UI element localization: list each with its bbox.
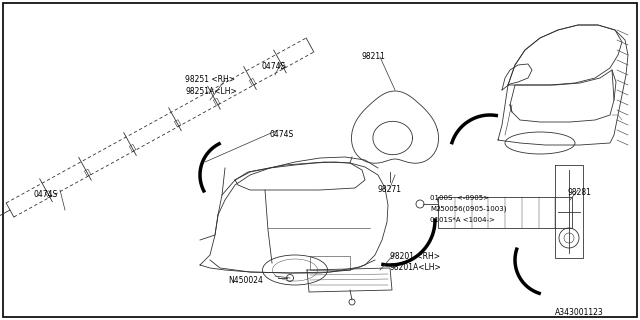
Bar: [84, 169, 91, 176]
Text: 0101S*A <1004->: 0101S*A <1004->: [430, 217, 495, 223]
Text: 98201A<LH>: 98201A<LH>: [390, 263, 442, 272]
Text: 98211: 98211: [362, 52, 386, 61]
Bar: [310, 256, 350, 270]
Text: 98281: 98281: [568, 188, 592, 197]
Text: 0474S: 0474S: [270, 130, 294, 139]
Bar: [250, 78, 256, 86]
Text: 98201 <RH>: 98201 <RH>: [390, 252, 440, 261]
Bar: [280, 62, 286, 69]
Text: 98251A<LH>: 98251A<LH>: [185, 87, 237, 96]
Text: 98271: 98271: [378, 185, 402, 194]
Bar: [129, 144, 136, 152]
Bar: [213, 98, 220, 105]
Text: 0474S: 0474S: [33, 190, 57, 199]
Bar: [45, 191, 52, 198]
Text: M250056(0905-1003): M250056(0905-1003): [430, 206, 506, 212]
Text: 0474S: 0474S: [262, 62, 286, 71]
Text: N450024: N450024: [228, 276, 263, 285]
Text: A343001123: A343001123: [555, 308, 604, 317]
Text: 0100S  <-0905>: 0100S <-0905>: [430, 195, 489, 201]
Text: 98251 <RH>: 98251 <RH>: [185, 75, 235, 84]
Bar: [175, 120, 181, 127]
